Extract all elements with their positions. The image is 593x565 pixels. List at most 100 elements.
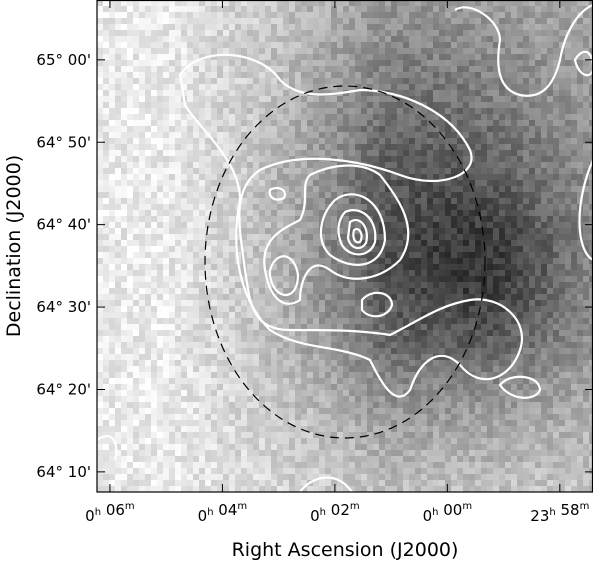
pixel <box>307 294 313 300</box>
pixel <box>139 186 145 192</box>
pixel <box>583 282 589 288</box>
pixel <box>367 96 373 102</box>
pixel <box>109 126 115 132</box>
pixel <box>181 78 187 84</box>
pixel <box>211 312 217 318</box>
pixel <box>523 60 529 66</box>
pixel <box>331 234 337 240</box>
pixel <box>307 270 313 276</box>
pixel <box>523 108 529 114</box>
pixel <box>409 162 415 168</box>
pixel <box>355 144 361 150</box>
pixel <box>589 282 593 288</box>
pixel <box>529 108 535 114</box>
pixel <box>175 54 181 60</box>
pixel <box>265 198 271 204</box>
pixel <box>229 216 235 222</box>
pixel <box>295 222 301 228</box>
pixel <box>109 288 115 294</box>
pixel <box>487 342 493 348</box>
pixel <box>97 276 103 282</box>
pixel <box>169 354 175 360</box>
pixel <box>541 168 547 174</box>
pixel <box>373 306 379 312</box>
pixel <box>517 354 523 360</box>
pixel <box>373 126 379 132</box>
pixel <box>163 360 169 366</box>
pixel <box>223 36 229 42</box>
pixel <box>235 294 241 300</box>
pixel <box>427 0 433 6</box>
pixel <box>97 48 103 54</box>
pixel <box>361 198 367 204</box>
pixel <box>115 204 121 210</box>
pixel <box>409 258 415 264</box>
pixel <box>349 216 355 222</box>
pixel <box>133 66 139 72</box>
pixel <box>487 240 493 246</box>
pixel <box>553 36 559 42</box>
pixel <box>331 96 337 102</box>
pixel <box>199 48 205 54</box>
pixel <box>391 174 397 180</box>
pixel <box>313 36 319 42</box>
pixel <box>277 294 283 300</box>
pixel <box>481 348 487 354</box>
pixel <box>397 162 403 168</box>
pixel <box>493 258 499 264</box>
pixel <box>349 300 355 306</box>
pixel <box>577 114 583 120</box>
pixel <box>385 204 391 210</box>
pixel <box>157 84 163 90</box>
pixel <box>343 102 349 108</box>
pixel <box>553 300 559 306</box>
pixel <box>145 126 151 132</box>
pixel <box>139 264 145 270</box>
pixel <box>469 174 475 180</box>
pixel <box>217 264 223 270</box>
pixel <box>217 252 223 258</box>
pixel <box>271 264 277 270</box>
pixel <box>583 78 589 84</box>
pixel <box>457 204 463 210</box>
pixel <box>289 186 295 192</box>
pixel <box>373 84 379 90</box>
pixel <box>247 48 253 54</box>
pixel <box>523 150 529 156</box>
pixel <box>529 174 535 180</box>
pixel <box>319 186 325 192</box>
pixel <box>433 306 439 312</box>
pixel <box>409 252 415 258</box>
pixel <box>247 90 253 96</box>
pixel <box>127 138 133 144</box>
pixel <box>235 240 241 246</box>
pixel <box>145 228 151 234</box>
pixel <box>487 36 493 42</box>
pixel <box>313 162 319 168</box>
pixel <box>349 132 355 138</box>
pixel <box>169 66 175 72</box>
pixel <box>553 108 559 114</box>
pixel <box>499 300 505 306</box>
pixel <box>181 264 187 270</box>
pixel <box>547 186 553 192</box>
pixel <box>223 258 229 264</box>
pixel <box>541 240 547 246</box>
pixel <box>529 294 535 300</box>
pixel <box>97 330 103 336</box>
pixel <box>247 198 253 204</box>
pixel <box>385 30 391 36</box>
pixel <box>151 126 157 132</box>
pixel <box>361 72 367 78</box>
pixel <box>361 324 367 330</box>
pixel <box>367 234 373 240</box>
pixel <box>295 204 301 210</box>
pixel <box>265 30 271 36</box>
pixel <box>199 312 205 318</box>
pixel <box>175 342 181 348</box>
pixel <box>577 96 583 102</box>
pixel <box>583 330 589 336</box>
pixel <box>379 192 385 198</box>
pixel <box>337 276 343 282</box>
pixel <box>337 246 343 252</box>
